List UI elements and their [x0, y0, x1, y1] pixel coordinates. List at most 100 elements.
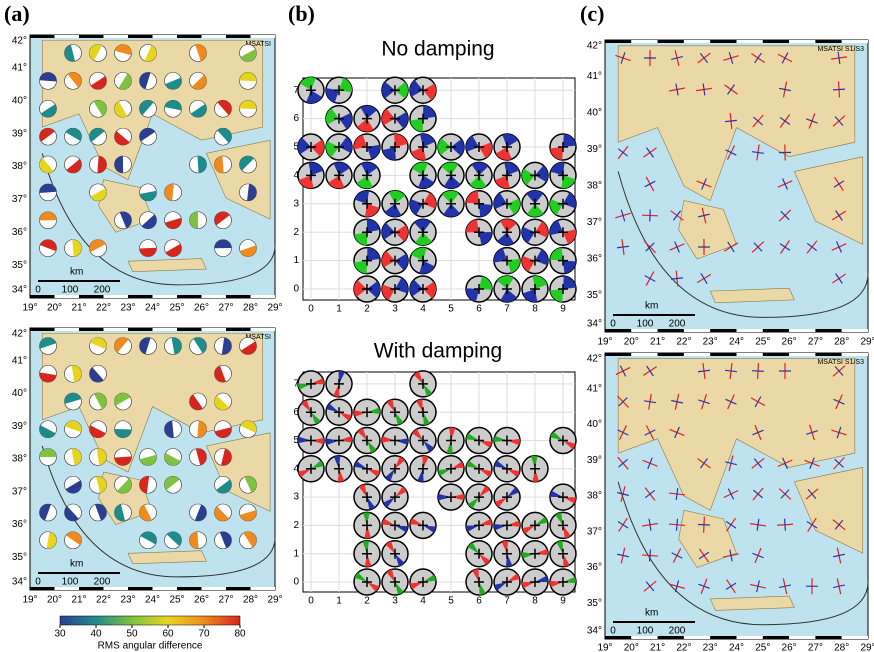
frame [789, 636, 815, 639]
lon-label: 22° [676, 643, 691, 652]
frame [710, 329, 736, 332]
lon-label: 25° [755, 643, 770, 652]
frame [55, 35, 80, 38]
colorbar-tick-label: 60 [162, 629, 174, 640]
x-tick-label: 3 [392, 304, 398, 315]
lon-label: 24° [729, 643, 744, 652]
frame [251, 295, 276, 298]
frame [631, 40, 657, 43]
y-tick-label: 2 [293, 520, 299, 531]
panel-label: (b) [288, 1, 315, 26]
frame [55, 328, 80, 331]
lat-label: 37° [12, 194, 27, 205]
lat-label: 38° [587, 181, 602, 192]
frame [79, 328, 104, 331]
lat-label: 38° [587, 491, 602, 502]
frame [202, 328, 227, 331]
colorbar-tick-label: 80 [234, 629, 246, 640]
frame [226, 587, 251, 590]
y-tick-label: 2 [293, 227, 299, 238]
lon-label: 29° [267, 595, 282, 606]
scale-tick: 200 [669, 319, 686, 330]
lat-label: 36° [587, 562, 602, 573]
scale-unit: km [70, 559, 83, 570]
frame [842, 636, 868, 639]
frame [605, 353, 631, 356]
frame [737, 329, 763, 332]
lat-label: 39° [12, 421, 27, 432]
land [128, 259, 206, 272]
scale-tick: 200 [94, 577, 111, 588]
scale-unit: km [645, 608, 658, 619]
colorbar-label: RMS angular difference [98, 641, 203, 652]
x-tick-label: 8 [532, 304, 538, 315]
land [710, 596, 794, 610]
lon-label: 20° [47, 595, 62, 606]
lon-label: 25° [755, 337, 770, 348]
lon-label: 19° [22, 595, 37, 606]
frame [251, 328, 276, 331]
lat-label: 42° [12, 36, 27, 47]
lat-label: 37° [587, 217, 602, 228]
lon-label: 27° [808, 643, 823, 652]
frame [202, 587, 227, 590]
lon-label: 21° [71, 303, 86, 314]
lat-label: 40° [587, 108, 602, 119]
frame [177, 587, 202, 590]
lat-label: 35° [12, 260, 27, 271]
lat-label: 34° [587, 319, 602, 330]
x-tick-label: 1 [336, 596, 342, 607]
frame [763, 329, 789, 332]
frame [684, 329, 710, 332]
lon-label: 27° [218, 303, 233, 314]
lat-label: 40° [12, 95, 27, 106]
lon-label: 26° [194, 595, 209, 606]
x-tick-label: 0 [308, 304, 314, 315]
lat-label: 41° [587, 383, 602, 394]
x-tick-label: 9 [560, 596, 566, 607]
lon-label: 29° [860, 337, 874, 348]
lat-label: 38° [12, 454, 27, 465]
lon-label: 21° [650, 337, 665, 348]
lon-label: 28° [243, 303, 258, 314]
lon-label: 23° [703, 643, 718, 652]
lat-label: 40° [12, 388, 27, 399]
land [128, 551, 206, 564]
frame [605, 329, 631, 332]
x-tick-label: 0 [308, 596, 314, 607]
lat-label: 42° [587, 41, 602, 52]
colorbar [60, 616, 240, 625]
lon-label: 22° [96, 595, 111, 606]
scale-tick: 0 [35, 577, 41, 588]
lat-label: 34° [587, 626, 602, 637]
lon-label: 29° [860, 643, 874, 652]
frame [710, 40, 736, 43]
frame [226, 328, 251, 331]
scale-tick: 0 [610, 319, 616, 330]
frame [128, 35, 153, 38]
lat-label: 36° [12, 519, 27, 530]
frame [684, 40, 710, 43]
lon-label: 19° [22, 303, 37, 314]
y-tick-label: 0 [293, 284, 299, 295]
frame [789, 40, 815, 43]
map-tag: MSATSI S1/S3 [817, 46, 864, 53]
lon-label: 28° [243, 595, 258, 606]
lat-label: 42° [587, 354, 602, 365]
frame [737, 353, 763, 356]
frame [128, 295, 153, 298]
frame [658, 353, 684, 356]
lat-label: 36° [587, 254, 602, 265]
lon-label: 19° [597, 643, 612, 652]
frame [226, 295, 251, 298]
x-tick-label: 6 [476, 596, 482, 607]
frame [684, 636, 710, 639]
lat-label: 35° [587, 290, 602, 301]
lat-label: 39° [587, 144, 602, 155]
lon-label: 25° [169, 303, 184, 314]
lon-label: 23° [120, 595, 135, 606]
lon-label: 20° [47, 303, 62, 314]
lat-label: 34° [12, 285, 27, 296]
stress-axis [833, 89, 845, 90]
map-tag: MSATSI S1/S3 [817, 359, 864, 366]
